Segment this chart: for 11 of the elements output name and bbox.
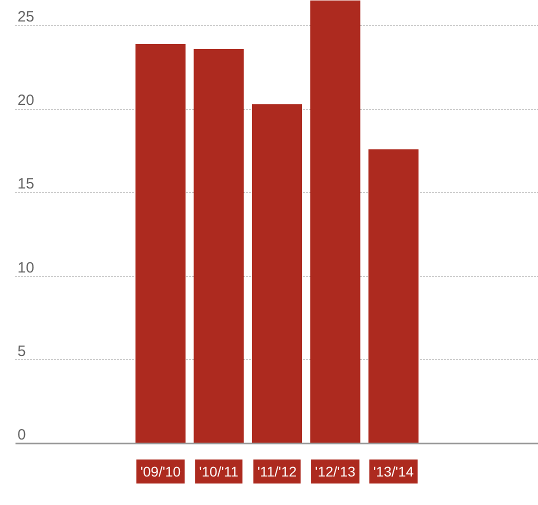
x-tick-label: '12/'13 <box>315 464 356 480</box>
y-tick-label: 5 <box>18 342 26 360</box>
y-tick-label: 10 <box>18 259 34 276</box>
x-tick-label: '10/'11 <box>199 464 239 480</box>
y-tick-label: 20 <box>18 92 34 110</box>
y-tick-label: 0 <box>18 426 26 444</box>
y-tick-label: 15 <box>18 176 34 193</box>
y-tick-label: 25 <box>18 8 34 26</box>
x-tick-label: '13/'14 <box>373 464 414 480</box>
x-tick-label: '11/'12 <box>257 464 297 480</box>
x-tick-label: '09/'10 <box>140 464 181 480</box>
